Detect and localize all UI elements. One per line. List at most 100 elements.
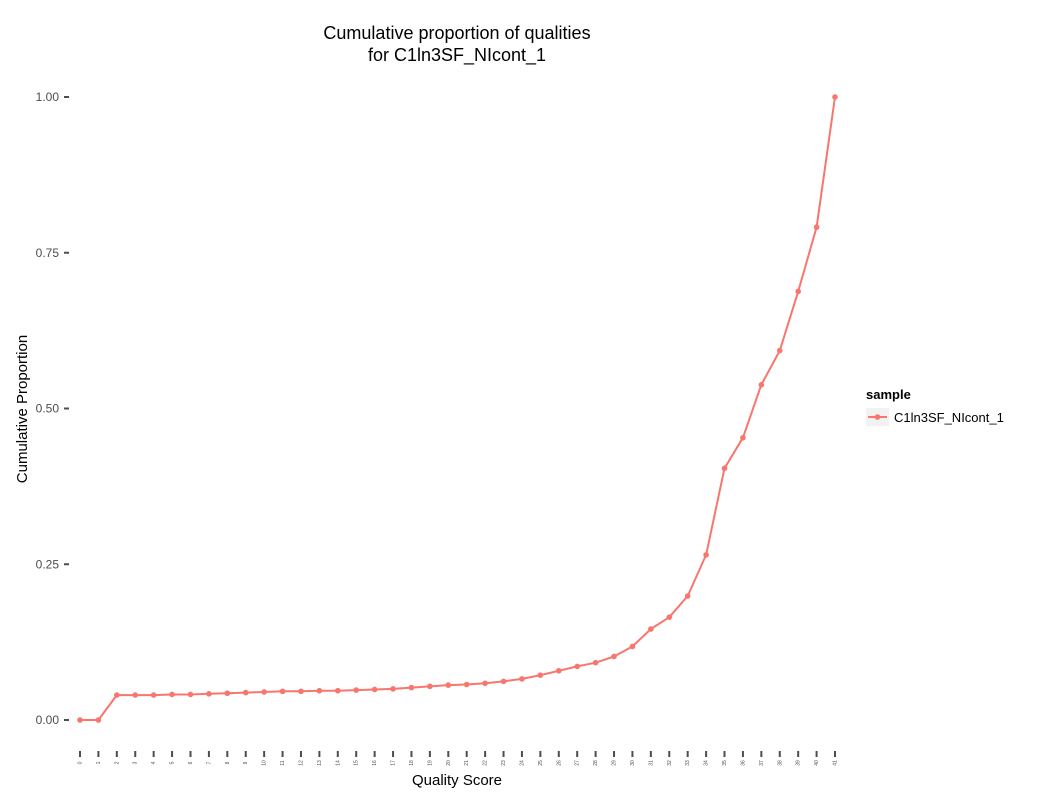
data-point [335,687,341,694]
data-point [427,683,433,690]
x-tick-label: 19 [427,760,433,766]
data-point [832,94,838,100]
data-point [813,224,820,231]
x-tick-label: 8 [225,761,231,764]
x-tick-label: 3 [133,761,139,764]
x-tick-label: 36 [740,760,746,766]
data-point [537,672,544,678]
data-point [463,681,470,688]
x-tick-label: 15 [354,760,360,766]
x-tick-label: 17 [391,760,397,766]
data-point [298,688,304,695]
x-tick-label: 22 [483,760,489,766]
x-tick-label: 2 [114,761,120,764]
x-tick-label: 39 [796,760,802,766]
data-point [224,690,231,697]
data-point [114,692,120,698]
x-tick-label: 18 [409,760,415,766]
x-tick-label: 26 [556,760,562,766]
data-point [740,434,746,441]
x-axis: 0 1 2 3 4 5 6 7 8 9 10 11 12 13 14 15 16 17 18 19 20 21 22 23 24… [78,751,839,766]
data-point [408,684,415,691]
x-tick-label: 10 [262,760,268,766]
x-tick-label: 0 [78,761,84,764]
data-point [206,691,212,697]
y-tick-label: 0.25 [36,557,60,571]
data-point [519,676,525,682]
data-point [187,691,194,698]
y-axis: 0.00 0.25 0.50 0.75 1.00 [36,90,69,727]
x-tick-label: 37 [759,760,765,766]
y-tick-label: 0.50 [36,402,60,416]
x-tick-label: 14 [335,760,341,766]
data-point [279,688,286,695]
y-tick-label: 0.75 [36,246,60,260]
data-point [445,682,452,688]
chart-subtitle: for C1ln3SF_NIcont_1 [368,45,546,66]
x-tick-label: 13 [317,760,323,766]
x-tick-label: 20 [446,760,452,766]
x-tick-label: 9 [243,761,249,764]
x-tick-label: 34 [704,760,710,766]
data-point [629,643,636,650]
data-point [555,667,562,674]
y-tick-label: 0.00 [36,713,60,727]
data-point [574,663,580,670]
x-tick-label: 1 [96,761,102,764]
data-point [371,686,378,693]
data-point [95,717,102,723]
data-point [500,678,507,685]
x-tick-label: 12 [298,760,304,766]
x-tick-label: 30 [630,760,636,766]
y-tick-label: 1.00 [36,90,60,104]
x-tick-label: 25 [538,760,544,766]
data-point [648,626,654,632]
data-point [611,653,617,660]
data-point [758,382,765,388]
data-point [482,680,488,687]
x-tick-label: 29 [612,760,618,766]
x-tick-label: 31 [648,760,654,766]
legend: sample C1ln3SF_NIcont_1 [866,387,1004,426]
x-tick-label: 35 [722,760,728,766]
x-tick-label: 4 [151,761,157,764]
x-tick-label: 40 [814,760,820,766]
legend-key-marker [874,414,881,420]
data-point [261,689,267,695]
x-tick-label: 6 [188,761,194,764]
x-tick-label: 11 [280,760,286,765]
chart-title: Cumulative proportion of qualities [323,23,590,43]
data-point [353,687,360,693]
data-point [721,465,728,472]
legend-title: sample [866,387,911,402]
y-axis-title: Cumulative Proportion [14,335,31,483]
x-tick-label: 5 [170,761,176,764]
data-point [684,593,691,599]
x-tick-label: 38 [777,760,783,766]
data-point [150,692,157,698]
x-tick-label: 27 [575,760,581,766]
series-line [80,96,836,721]
data-point [390,686,396,692]
x-tick-label: 23 [501,760,507,766]
x-tick-label: 16 [372,760,378,766]
data-point [795,288,801,295]
data-point [776,347,783,354]
x-axis-title: Quality Score [412,772,502,789]
series-layer [77,94,838,723]
data-point [132,692,139,698]
x-tick-label: 33 [685,760,691,766]
data-point [703,552,709,558]
x-tick-label: 32 [667,760,673,766]
x-tick-label: 7 [206,761,212,764]
x-tick-label: 28 [593,760,599,766]
x-tick-label: 41 [833,760,839,766]
data-point [316,687,323,694]
data-point [77,717,83,723]
x-tick-label: 21 [464,760,470,766]
data-point [592,659,599,666]
data-point [666,614,673,621]
data-point [169,691,175,698]
x-tick-label: 24 [519,760,525,766]
